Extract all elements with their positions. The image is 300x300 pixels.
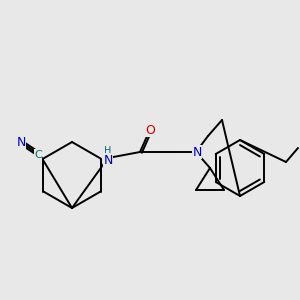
Text: N: N (192, 146, 202, 158)
Text: C: C (34, 150, 42, 160)
Text: N: N (16, 136, 26, 149)
Text: N: N (103, 154, 113, 166)
Text: H: H (104, 146, 112, 156)
Text: O: O (145, 124, 155, 136)
